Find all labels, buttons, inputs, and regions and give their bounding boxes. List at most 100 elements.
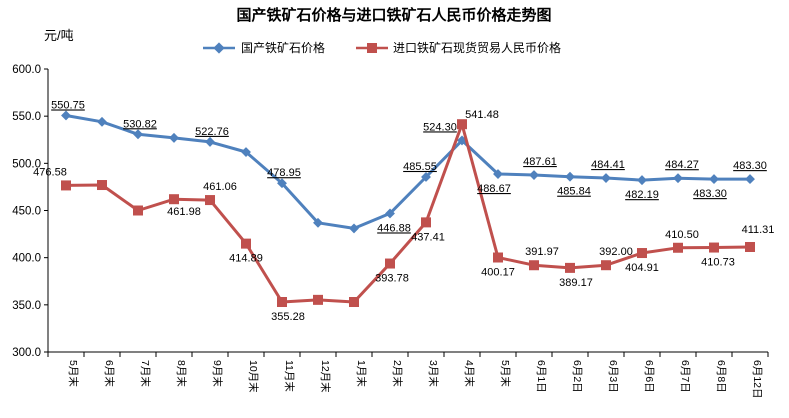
x-axis-ticks: 5月末 6月末 7月末 8月末 9月末 10月末 11月末 12月末 1月末 2月末 3月末 4月末 5… [47, 352, 769, 399]
data-point-domestic [169, 132, 179, 143]
data-label-import: 391.97 [525, 246, 559, 258]
y-axis-ticks: 300.0 350.0 400.0 450.0 500.0 550.0 600.0 [12, 64, 48, 359]
x-tick-label: 5月末 [67, 360, 80, 387]
data-label-domestic: 482.19 [625, 189, 659, 201]
x-tick-label: 2月末 [391, 360, 404, 387]
legend-marker-import [367, 43, 377, 53]
data-label-domestic: 485.55 [403, 161, 437, 173]
data-label-import: 414.89 [229, 253, 263, 265]
data-label-import: 404.91 [625, 262, 659, 274]
data-label-import: 389.17 [559, 277, 593, 289]
y-tick-label: 300.0 [12, 347, 41, 359]
data-point-import [277, 297, 287, 308]
data-label-domestic: 488.67 [477, 183, 511, 195]
data-label-import: 461.98 [167, 206, 201, 218]
x-tick-label: 6月7日 [679, 360, 691, 393]
data-label-import: 461.06 [203, 181, 237, 193]
series-layer [61, 110, 755, 308]
data-label-import: 437.41 [411, 231, 445, 243]
data-label-domestic: 550.75 [51, 99, 85, 111]
data-point-domestic [565, 171, 575, 182]
data-point-import [241, 238, 251, 249]
data-point-import [601, 260, 611, 271]
data-label-import: 541.48 [465, 109, 499, 121]
data-label-domestic: 530.82 [123, 118, 157, 130]
data-label-import: 411.31 [742, 224, 775, 236]
data-point-domestic [601, 173, 611, 183]
data-point-domestic [61, 110, 71, 121]
data-point-import [421, 217, 431, 228]
data-label-import: 393.78 [375, 273, 409, 285]
data-point-domestic [349, 223, 359, 234]
data-label-domestic: 478.95 [267, 167, 301, 179]
data-point-import [205, 195, 215, 206]
x-tick-label: 6月2日 [571, 360, 583, 393]
data-point-import [349, 297, 359, 308]
x-tick-label: 6月末 [103, 360, 116, 387]
data-point-domestic [205, 136, 215, 147]
data-point-domestic [637, 175, 647, 186]
data-point-domestic [241, 147, 251, 157]
data-point-domestic [529, 170, 539, 180]
data-point-import [745, 241, 755, 252]
data-point-domestic [421, 172, 431, 182]
data-point-import [169, 194, 179, 205]
series-line-0 [65, 114, 750, 230]
data-label-domestic: 485.84 [557, 186, 591, 198]
data-point-domestic [133, 129, 143, 140]
x-tick-label: 1月末 [355, 360, 368, 387]
axes [47, 69, 768, 353]
x-tick-label: 5月末 [499, 360, 512, 387]
y-tick-label: 350.0 [12, 300, 41, 312]
data-label-import: 392.00 [599, 246, 633, 258]
data-point-domestic [97, 116, 107, 127]
data-label-import: 410.50 [665, 229, 699, 241]
data-point-domestic [673, 173, 683, 184]
data-point-import [97, 180, 107, 191]
data-point-import [493, 252, 503, 263]
data-point-domestic [385, 208, 395, 219]
legend-label-import: 进口铁矿石现货贸易人民币价格 [393, 40, 561, 55]
x-tick-label: 7月末 [139, 360, 152, 387]
legend: 国产铁矿石价格 进口铁矿石现货贸易人民币价格 [203, 40, 561, 55]
data-label-domestic: 483.30 [733, 160, 767, 172]
legend-marker-domestic [213, 42, 225, 54]
data-point-import [457, 119, 467, 130]
x-tick-label: 6月6日 [643, 360, 655, 393]
data-point-import [133, 205, 143, 216]
data-label-domestic: 446.88 [377, 222, 411, 234]
data-labels: 550.75 530.82 522.76 478.95 446.88 485.55 524.… [33, 99, 774, 323]
data-label-domestic: 524.30 [423, 121, 457, 133]
data-point-import [637, 248, 647, 259]
data-point-import [313, 294, 323, 305]
x-tick-label: 6月12日 [751, 360, 763, 399]
data-point-domestic [313, 217, 323, 228]
data-point-import [565, 262, 575, 273]
data-label-import: 476.58 [33, 166, 67, 178]
legend-label-domestic: 国产铁矿石价格 [241, 40, 325, 55]
y-tick-label: 400.0 [12, 253, 41, 265]
data-point-import [61, 180, 71, 191]
x-tick-label: 6月3日 [607, 360, 619, 393]
data-point-domestic [745, 174, 755, 185]
data-label-import: 410.73 [701, 257, 735, 269]
data-point-domestic [709, 174, 719, 185]
data-point-domestic [493, 169, 503, 179]
x-tick-label: 3月末 [427, 360, 440, 387]
data-point-import [673, 242, 683, 253]
y-tick-label: 600.0 [12, 64, 41, 76]
x-tick-label: 6月8日 [715, 360, 727, 393]
data-point-import [529, 260, 539, 271]
series-line-1 [65, 122, 751, 304]
data-label-domestic: 483.30 [693, 188, 727, 200]
data-point-domestic [277, 178, 287, 189]
x-tick-label: 4月末 [463, 360, 476, 387]
x-tick-label: 6月1日 [535, 360, 547, 393]
x-tick-label: 12月末 [319, 360, 332, 393]
data-point-import [709, 242, 719, 253]
y-tick-label: 550.0 [12, 111, 41, 123]
data-label-domestic: 484.27 [665, 159, 699, 171]
data-label-import: 400.17 [481, 267, 515, 279]
